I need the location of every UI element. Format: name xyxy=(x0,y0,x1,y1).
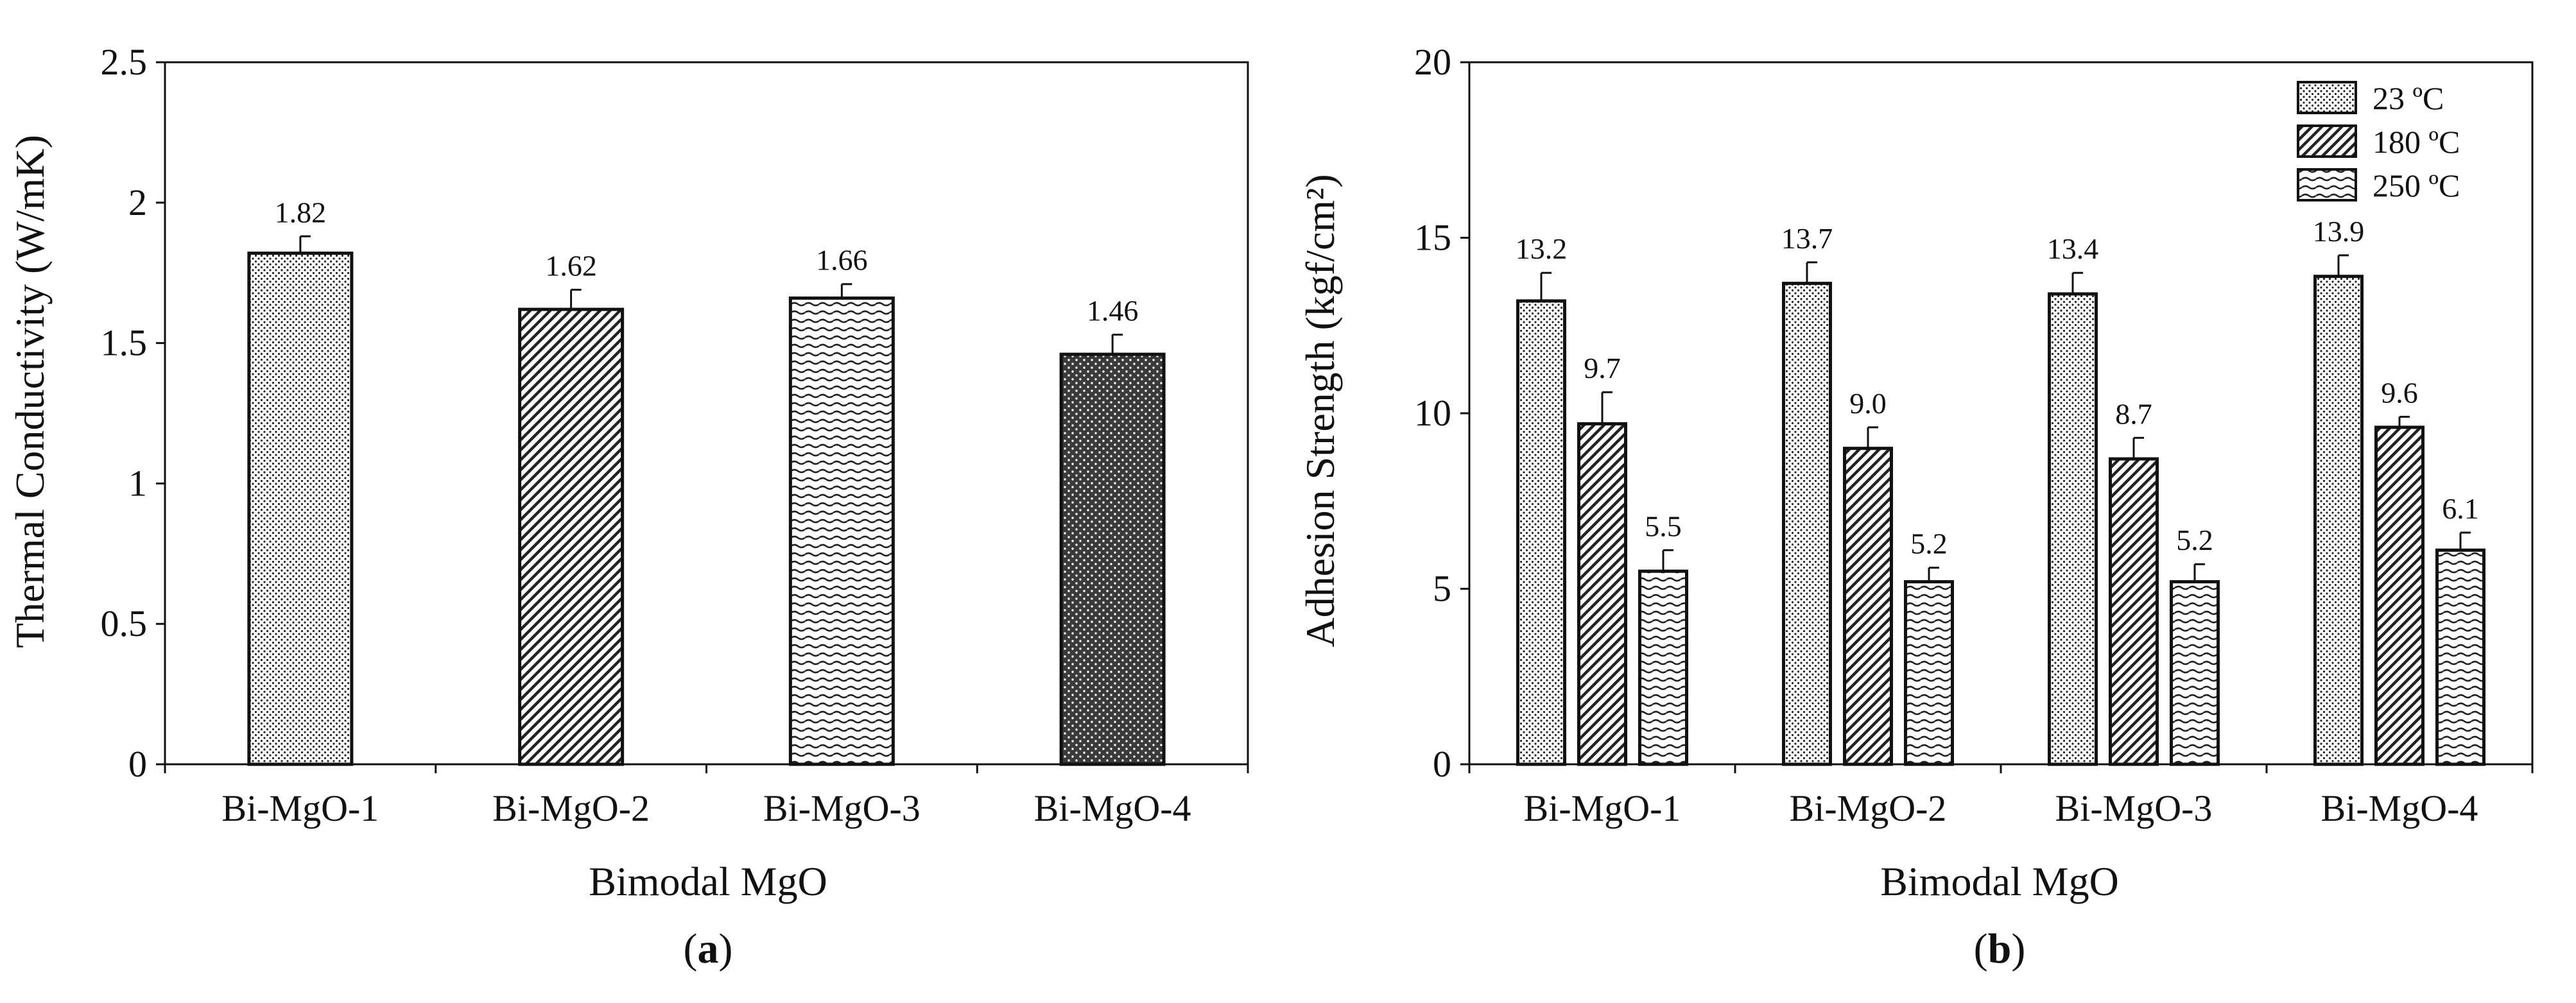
chart-a-xlabel: Bimodal MgO xyxy=(589,859,827,904)
chart-b-ytick-label: 5 xyxy=(1433,568,1451,610)
panel-b-letter: b xyxy=(1988,925,2012,972)
chart-a-xtick-label: Bi-MgO-4 xyxy=(1034,787,1191,829)
chart-b-data-label: 8.7 xyxy=(2115,397,2152,430)
chart-b-xtick-label: Bi-MgO-2 xyxy=(1790,787,1947,829)
chart-a-bar xyxy=(247,252,354,766)
chart-b: 0 5 10 15 20 Bi-MgO-1 Bi-MgO-2 Bi-MgO-3 Bi-MgO-4… xyxy=(1414,41,2534,829)
chart-a-xtick-label: Bi-MgO-3 xyxy=(763,787,921,829)
chart-b-ylabel: Adhesion Strength (kgf/cm²) xyxy=(1297,174,1343,647)
chart-b-data-label: 13.9 xyxy=(2313,215,2365,248)
panel-a-letter: a xyxy=(698,925,719,972)
chart-a-ytick-label: 2.5 xyxy=(101,41,148,83)
chart-a-ytick-label: 2 xyxy=(128,182,147,223)
chart-a-data-label: 1.62 xyxy=(545,249,597,282)
chart-b-bar xyxy=(2170,580,2220,766)
chart-b-legend-label: 180 ºC xyxy=(2373,124,2460,160)
chart-b-bar xyxy=(1904,580,1954,766)
chart-b-ytick-label: 0 xyxy=(1433,743,1451,785)
chart-b-data-label: 5.2 xyxy=(2176,524,2213,556)
chart-a-data-label: 1.66 xyxy=(816,244,868,277)
chart-a-ytick-label: 0 xyxy=(128,743,147,785)
panel-label-a: (a) xyxy=(684,925,733,972)
chart-b-bar xyxy=(2109,457,2159,766)
chart-b-ytick-label: 15 xyxy=(1414,217,1451,259)
chart-a-data-label: 1.46 xyxy=(1087,294,1139,327)
chart-b-data-label: 9.6 xyxy=(2381,376,2418,409)
chart-b-data-label: 13.4 xyxy=(2047,232,2099,265)
chart-b-bar xyxy=(2313,275,2364,766)
panel-label-b: (b) xyxy=(1974,925,2026,972)
chart-b-ytick-label: 10 xyxy=(1414,392,1451,434)
chart-a-bar xyxy=(788,296,895,766)
chart-b-legend-label: 250 ºC xyxy=(2373,167,2460,203)
chart-b-ytick-label: 20 xyxy=(1414,41,1451,83)
chart-a: 0 0.5 1 1.5 2 2.5 Bi-MgO-1 Bi-MgO-2 Bi-MgO-3 Bi-M… xyxy=(101,41,1249,829)
chart-b-xlabel: Bimodal MgO xyxy=(1880,859,2119,904)
chart-b-xtick-label: Bi-MgO-1 xyxy=(1524,787,1681,829)
chart-b-data-label: 5.5 xyxy=(1645,510,1682,542)
chart-b-bar xyxy=(2048,292,2098,766)
chart-b-data-label: 6.1 xyxy=(2442,492,2479,525)
chart-a-ylabel: Thermal Conductivity (W/mK) xyxy=(7,135,53,648)
chart-b-legend-label: 23 ºC xyxy=(2373,80,2444,116)
chart-b-bar xyxy=(2374,425,2425,766)
chart-b-legend-swatch xyxy=(2297,124,2357,158)
chart-a-data-label: 1.82 xyxy=(275,196,327,228)
chart-b-bar xyxy=(1843,447,1893,766)
chart-a-xtick-label: Bi-MgO-2 xyxy=(492,787,650,829)
chart-b-bar xyxy=(1638,569,1688,766)
chart-a-bar xyxy=(518,307,625,766)
chart-b-bar xyxy=(1516,299,1566,766)
chart-b-data-label: 9.0 xyxy=(1849,387,1887,420)
chart-b-bar xyxy=(1577,422,1627,766)
chart-b-data-label: 5.2 xyxy=(1910,527,1948,560)
chart-b-bar xyxy=(2435,548,2485,766)
chart-b-bar xyxy=(1782,282,1832,766)
chart-b-legend-swatch xyxy=(2297,81,2357,114)
chart-a-xtick-label: Bi-MgO-1 xyxy=(221,787,379,829)
chart-b-data-label: 13.2 xyxy=(1516,232,1568,265)
chart-b-xtick-label: Bi-MgO-4 xyxy=(2321,787,2478,829)
chart-b-data-label: 13.7 xyxy=(1781,222,1833,255)
chart-a-bar xyxy=(1059,352,1166,766)
chart-a-ytick-label: 1.5 xyxy=(101,322,148,364)
chart-b-xtick-label: Bi-MgO-3 xyxy=(2055,787,2213,829)
chart-a-ytick-label: 0.5 xyxy=(101,603,148,644)
chart-a-ytick-label: 1 xyxy=(128,462,147,504)
chart-b-legend-swatch xyxy=(2297,168,2357,201)
chart-b-data-label: 9.7 xyxy=(1584,352,1621,384)
